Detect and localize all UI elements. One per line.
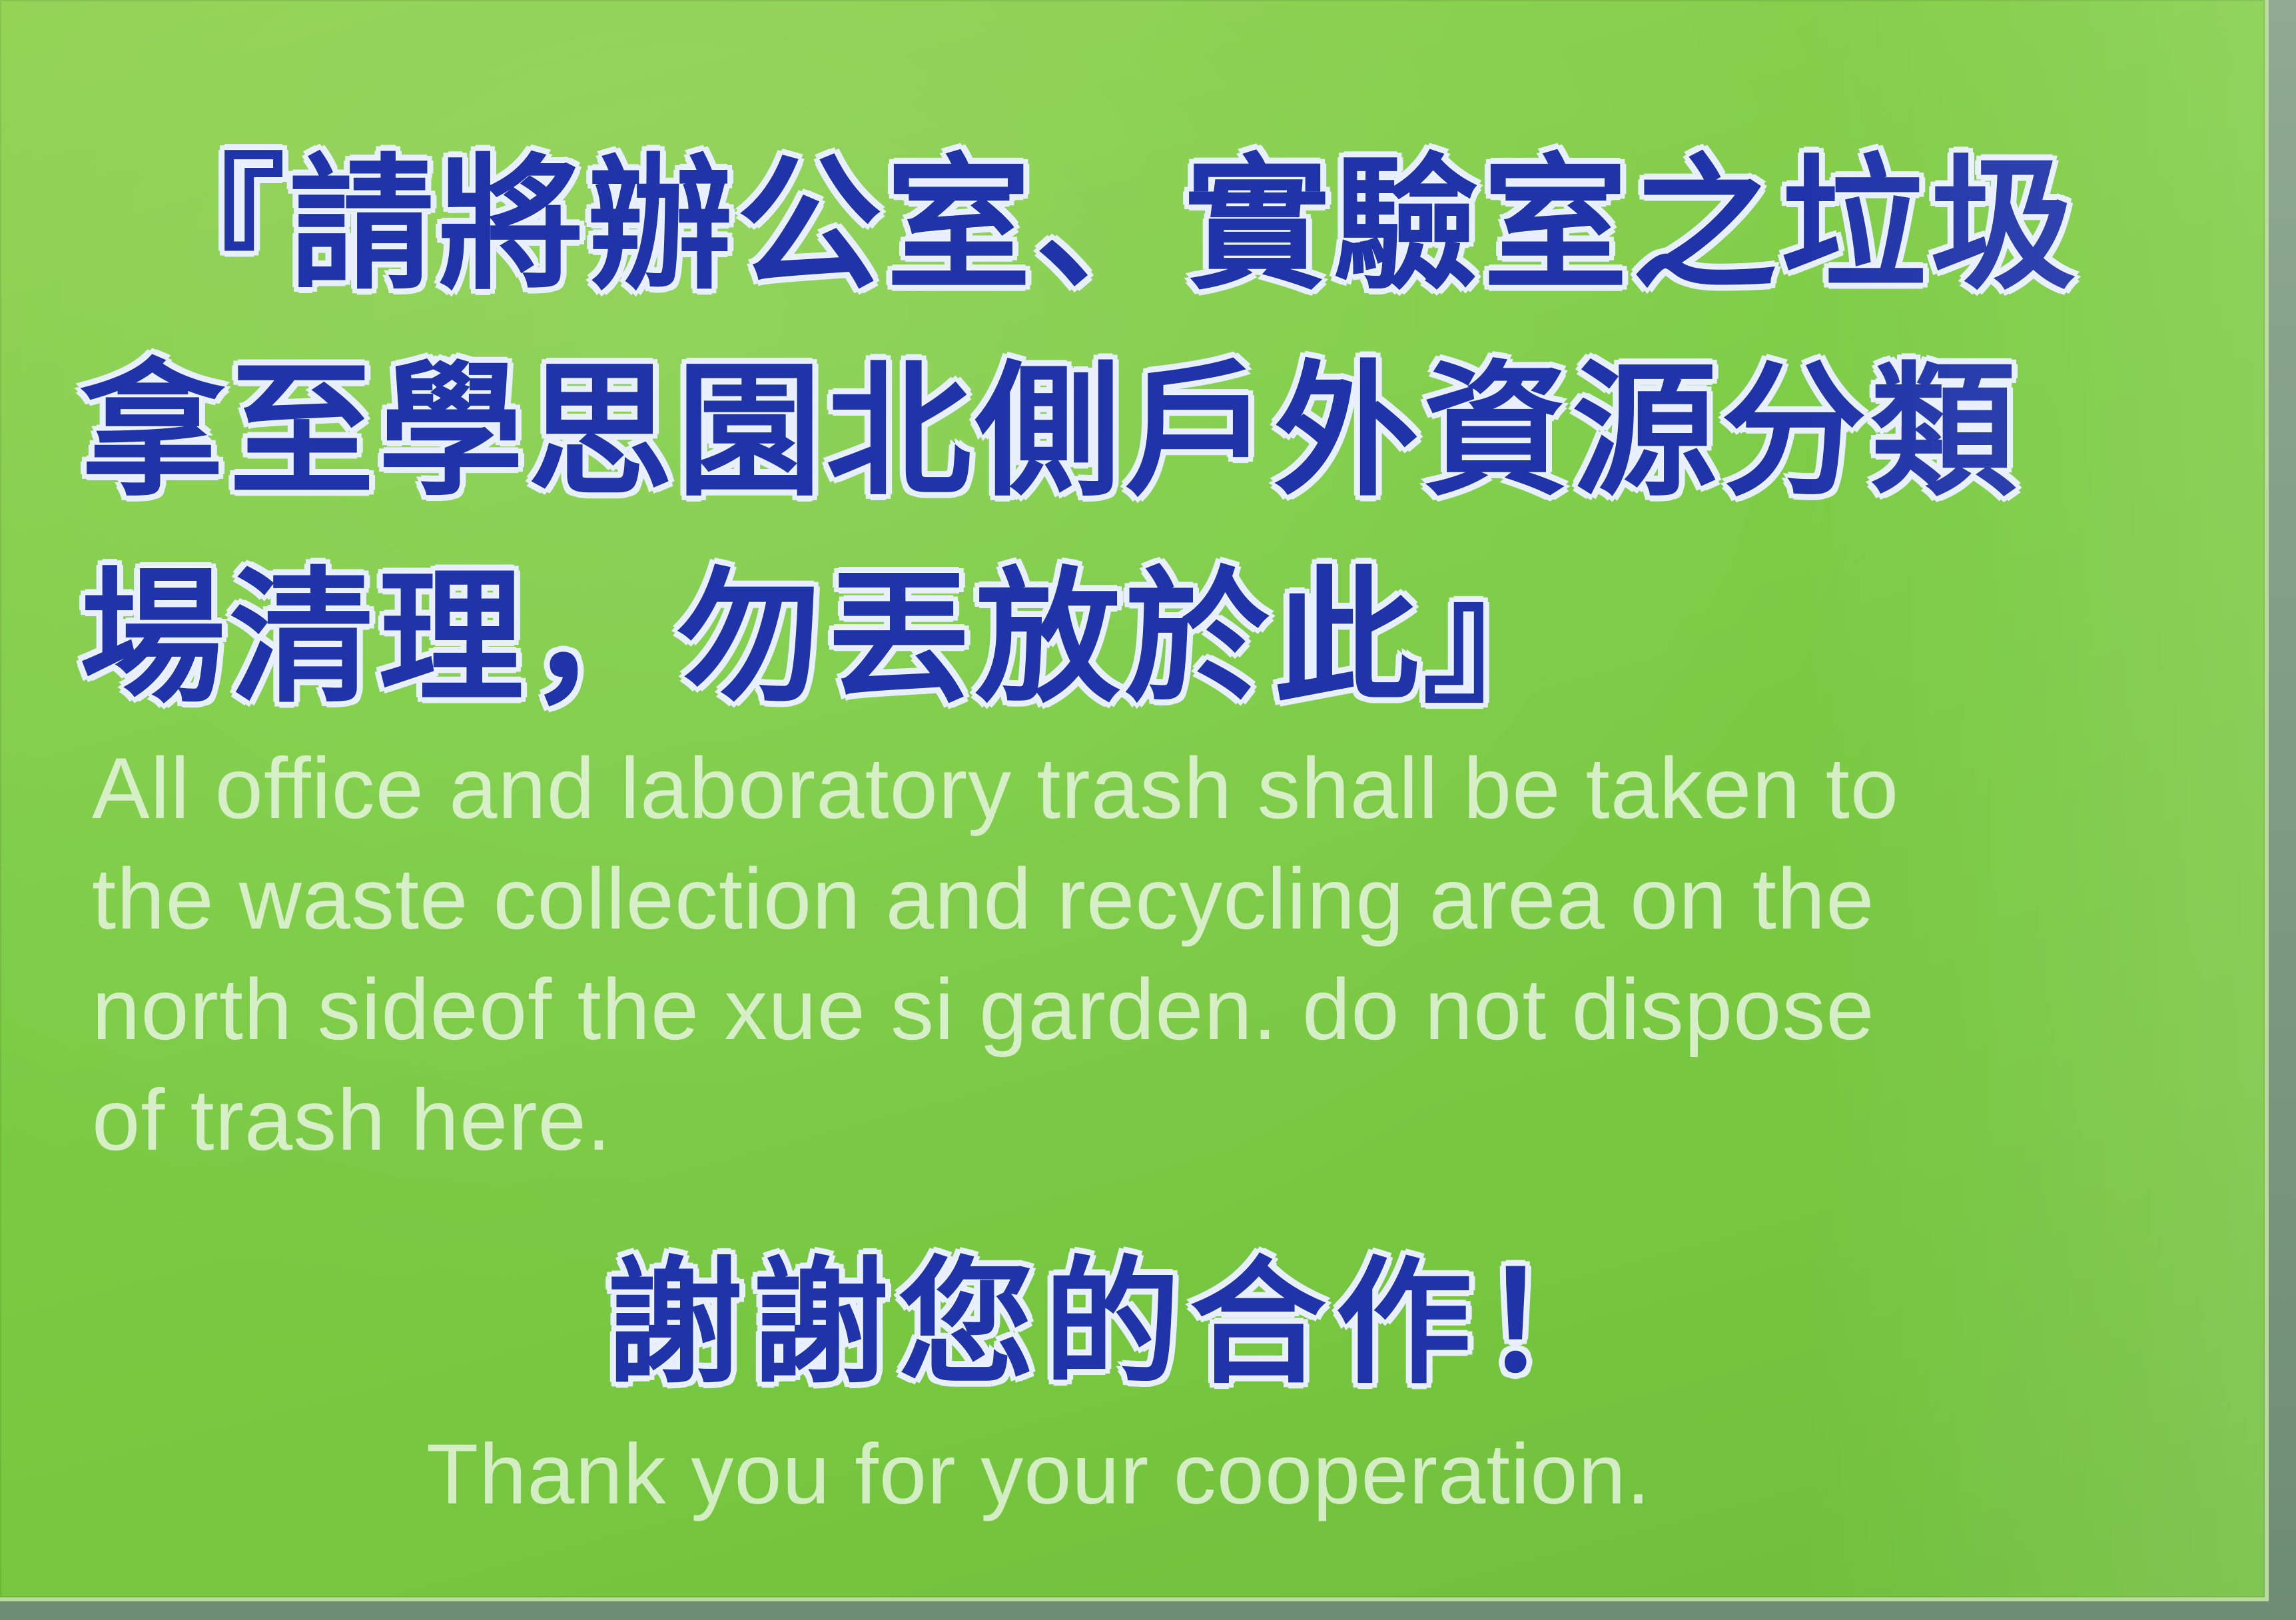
notice-zh-line-1: 『請將辦公室、實驗室之垃圾: [139, 140, 2080, 311]
thanks-en: Thank you for your cooperation.: [426, 1427, 1651, 1522]
notice-en-line-1: All office and laboratory trash shall be…: [92, 739, 1900, 837]
notice-en-line-4: of trash here.: [92, 1071, 611, 1168]
notice-zh-line-3: 場清理，勿丟放於此』: [79, 553, 1572, 724]
notice-en-line-2: the waste collection and recycling area …: [92, 850, 1875, 947]
notice-en-line-3: north sideof the xue si garden. do not d…: [92, 961, 1875, 1058]
thanks-zh: 謝謝您的合作！: [605, 1243, 1627, 1404]
notice-zh-line-2: 拿至學思園北側戶外資源分類: [79, 346, 2020, 518]
notice-sign: 『請將辦公室、實驗室之垃圾 拿至學思園北側戶外資源分類 場清理，勿丟放於此』 A…: [0, 0, 2269, 1601]
